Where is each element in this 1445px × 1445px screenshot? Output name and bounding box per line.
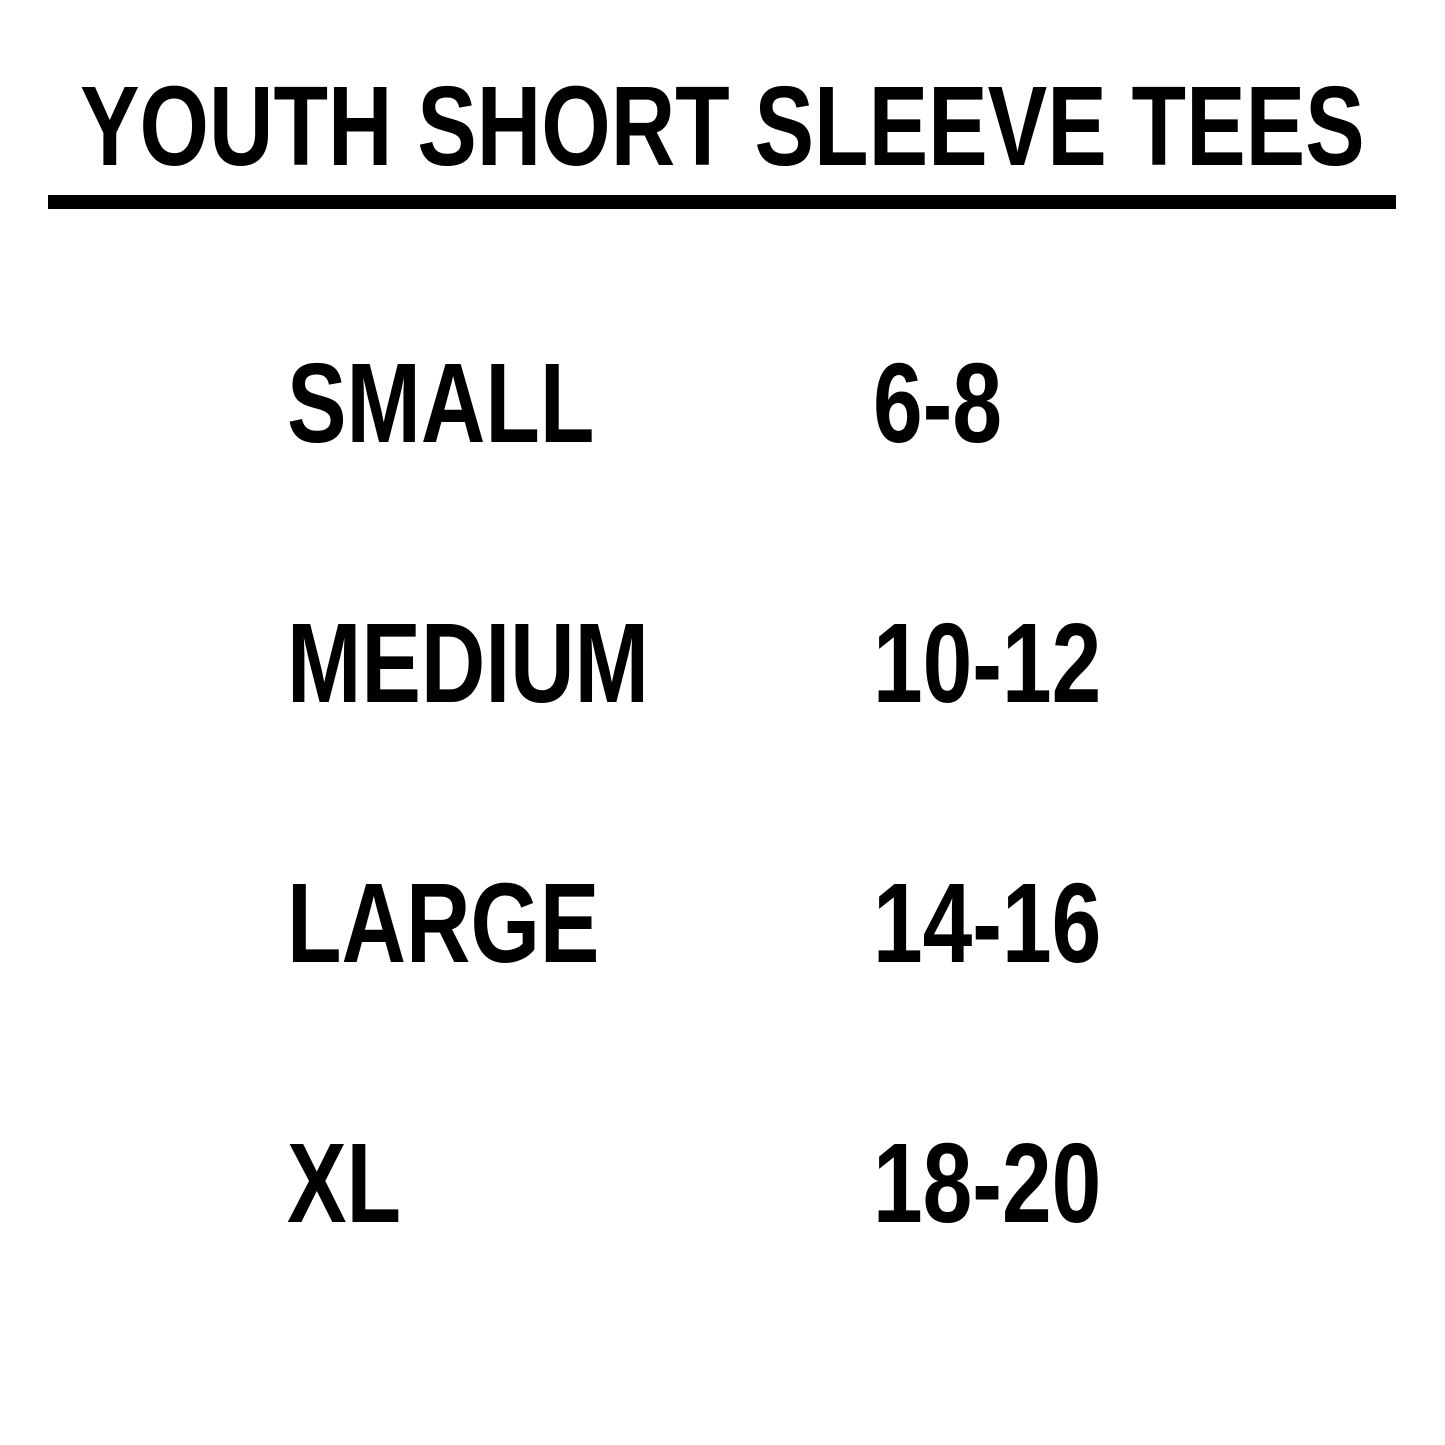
size-range: 6-8 [873,340,1003,466]
size-label: LARGE [287,860,600,986]
size-range: 14-16 [873,860,1102,986]
size-label: XL [287,1120,402,1246]
title-underline-divider [48,195,1396,209]
page-title: YOUTH SHORT SLEEVE TEES [80,63,1365,189]
size-range: 10-12 [873,600,1102,726]
size-range: 18-20 [873,1120,1102,1246]
size-label: MEDIUM [287,600,650,726]
size-label: SMALL [287,340,595,466]
